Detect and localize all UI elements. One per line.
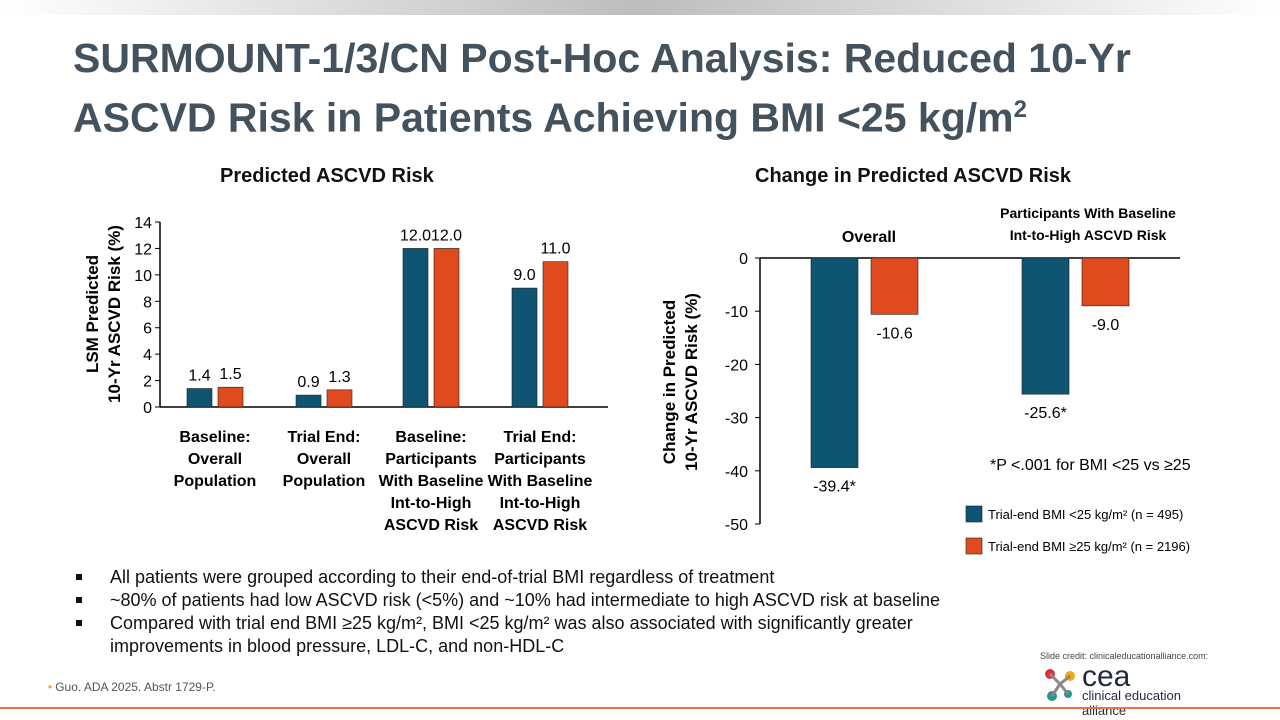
data-label: 1.5 bbox=[219, 366, 241, 383]
category-label: With Baseline bbox=[379, 473, 484, 490]
data-label: -9.0 bbox=[1092, 317, 1120, 334]
bar bbox=[326, 389, 353, 408]
top-gradient-bar bbox=[0, 0, 1280, 15]
bullet: All patients were grouped according to t… bbox=[76, 566, 1016, 589]
slide-credit: Slide credit: clinicaleducationalliance.… bbox=[1040, 651, 1209, 661]
category-label: Baseline: bbox=[395, 429, 466, 446]
y-axis-label: Change in Predicted 10-Yr ASCVD Risk (%) bbox=[660, 293, 701, 471]
category-label: Baseline: bbox=[179, 429, 250, 446]
category-label: Participants bbox=[494, 451, 586, 468]
bullet: ~80% of patients had low ASCVD risk (<5%… bbox=[76, 589, 1016, 612]
y-tick-label: 4 bbox=[143, 347, 152, 364]
y-axis-label: LSM Predicted 10-Yr ASCVD Risk (%) bbox=[83, 225, 124, 403]
bar bbox=[542, 261, 569, 408]
y-tick-label: 10 bbox=[134, 268, 152, 285]
category-label: ASCVD Risk bbox=[384, 517, 478, 534]
reference: Guo. ADA 2025. Abstr 1729-P. bbox=[48, 680, 216, 694]
bar bbox=[511, 287, 538, 408]
y-tick-label: -50 bbox=[725, 517, 748, 534]
data-label: 0.9 bbox=[297, 374, 319, 391]
logo-short: cea bbox=[1082, 660, 1131, 693]
bar bbox=[295, 394, 322, 408]
y-tick-label: 14 bbox=[134, 215, 152, 232]
footnote: *P <.001 for BMI <25 vs ≥25 bbox=[990, 457, 1191, 474]
y-tick-label: 12 bbox=[134, 241, 152, 258]
bar bbox=[433, 248, 460, 408]
bar bbox=[810, 257, 859, 468]
y-tick-label: 2 bbox=[143, 374, 152, 391]
bar bbox=[186, 388, 213, 408]
category-label: Overall bbox=[297, 451, 351, 468]
cea-logo: cea clinical education alliance bbox=[1042, 660, 1227, 718]
bar bbox=[217, 386, 244, 408]
y-tick-label: 8 bbox=[143, 294, 152, 311]
category-label: Population bbox=[174, 473, 257, 490]
data-label: 1.3 bbox=[328, 369, 350, 386]
category-label: ASCVD Risk bbox=[493, 517, 587, 534]
y-tick-label: 0 bbox=[143, 400, 152, 417]
category-label: Overall bbox=[188, 451, 242, 468]
category-label: Participants bbox=[385, 451, 477, 468]
charts-svg: 0 2 4 6 8 10 12 14 LSM Predicted 10-Yr ASCVD Risk… bbox=[83, 205, 1191, 555]
legend-label: Trial-end BMI ≥25 kg/m² (n = 2196) bbox=[988, 539, 1190, 554]
bar bbox=[1021, 257, 1070, 395]
data-label: 1.4 bbox=[188, 368, 210, 385]
data-label: -10.6 bbox=[876, 325, 913, 342]
data-label: 12.0 bbox=[431, 227, 462, 244]
y-tick-label: -30 bbox=[725, 411, 748, 428]
legend-swatch bbox=[965, 537, 983, 555]
category-label: Int-to-High bbox=[500, 495, 581, 512]
slide-title: SURMOUNT-1/3/CN Post-Hoc Analysis: Reduc… bbox=[73, 35, 1131, 141]
data-label: 12.0 bbox=[400, 227, 431, 244]
bullet-list: All patients were grouped according to t… bbox=[76, 566, 1016, 658]
left-chart-title: Predicted ASCVD Risk bbox=[220, 165, 434, 187]
category-label: With Baseline bbox=[488, 473, 593, 490]
category-label: Trial End: bbox=[504, 429, 577, 446]
bullet: Compared with trial end BMI ≥25 kg/m², B… bbox=[76, 612, 1016, 658]
y-tick-label: 0 bbox=[739, 251, 748, 268]
data-label: 11.0 bbox=[541, 241, 571, 258]
y-tick-label: 6 bbox=[143, 321, 152, 338]
logo-full: clinical education alliance bbox=[1082, 688, 1182, 718]
bottom-line bbox=[0, 707, 1280, 709]
legend-label: Trial-end BMI <25 kg/m² (n = 495) bbox=[988, 507, 1183, 522]
data-label: 9.0 bbox=[513, 267, 535, 284]
right-chart-title: Change in Predicted ASCVD Risk bbox=[755, 165, 1071, 187]
category-label: Int-to-High bbox=[391, 495, 472, 512]
bar bbox=[1081, 257, 1130, 307]
bar bbox=[402, 248, 429, 408]
cea-logo-icon bbox=[1045, 669, 1075, 701]
y-tick-label: -10 bbox=[725, 304, 748, 321]
bar bbox=[870, 257, 919, 315]
data-label: -25.6* bbox=[1024, 405, 1067, 422]
legend-swatch bbox=[965, 505, 983, 523]
category-label: Overall bbox=[842, 229, 896, 246]
data-label: -39.4* bbox=[813, 479, 856, 496]
category-label: Int-to-High ASCVD Risk bbox=[1010, 227, 1167, 243]
category-label: Population bbox=[283, 473, 366, 490]
y-tick-label: -40 bbox=[725, 464, 748, 481]
category-label: Trial End: bbox=[288, 429, 361, 446]
category-label: Participants With Baseline bbox=[1000, 205, 1176, 221]
y-tick-label: -20 bbox=[725, 357, 748, 374]
